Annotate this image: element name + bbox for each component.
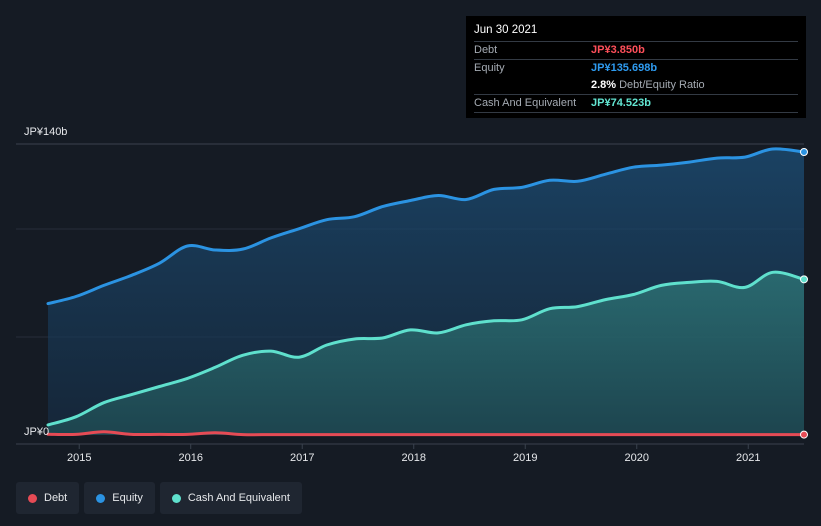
x-tick-label-2017: 2017 xyxy=(290,452,314,464)
legend-item-debt[interactable]: Debt xyxy=(16,482,80,514)
legend-label-equity: Equity xyxy=(112,492,143,504)
x-tick-label-2018: 2018 xyxy=(401,452,425,464)
y-axis-top-label: JP¥140b xyxy=(24,126,67,138)
data-tooltip: Jun 30 2021 Debt JP¥3.850b Equity JP¥135… xyxy=(466,16,806,118)
equity-dot-icon xyxy=(96,493,106,503)
tooltip-debt-label: Debt xyxy=(474,44,498,56)
x-tick-label-2020: 2020 xyxy=(625,452,649,464)
equity-line xyxy=(46,147,806,306)
legend-label-debt: Debt xyxy=(44,492,68,504)
debt-dot-icon xyxy=(28,493,37,503)
debt-line xyxy=(46,430,806,437)
tooltip-debt-value: JP¥3.850b xyxy=(591,44,645,56)
chart-legend: Debt Equity Cash And Equivalent xyxy=(16,482,302,514)
line-layer xyxy=(46,147,806,437)
cash-end-dot xyxy=(800,275,808,284)
cash-dot-icon xyxy=(171,493,181,503)
tooltip-row-ratio: 2.8% Debt/Equity Ratio xyxy=(474,77,798,95)
tooltip-row-cash: Cash And Equivalent JP¥74.523b xyxy=(474,95,798,113)
tooltip-cash-label: Cash And Equivalent xyxy=(474,97,577,109)
cash-area xyxy=(48,272,804,435)
end-dots xyxy=(800,148,808,439)
x-tick-label-2016: 2016 xyxy=(178,452,202,464)
equity-end-dot xyxy=(800,148,808,156)
tooltip-ratio-value: 2.8% xyxy=(591,79,617,91)
tooltip-equity-value: JP¥135.698b xyxy=(591,62,658,74)
tooltip-cash-value: JP¥74.523b xyxy=(591,97,651,109)
tooltip-date: Jun 30 2021 xyxy=(474,22,798,42)
tooltip-row-equity: Equity JP¥135.698b xyxy=(474,60,798,77)
x-tick-label-2015: 2015 xyxy=(67,452,91,464)
tooltip-row-debt: Debt JP¥3.850b xyxy=(474,42,798,60)
legend-label-cash: Cash And Equivalent xyxy=(187,492,290,504)
legend-item-equity[interactable]: Equity xyxy=(84,482,155,514)
debt-end-dot xyxy=(800,430,808,439)
x-tick-label-2019: 2019 xyxy=(513,452,537,464)
x-axis-ticks: 2015 2016 2017 2018 2019 2020 2021 xyxy=(67,444,760,464)
tooltip-equity-label: Equity xyxy=(474,62,505,74)
x-tick-label-2021: 2021 xyxy=(736,452,760,464)
area-layer xyxy=(48,148,804,435)
cash-line xyxy=(46,270,806,427)
legend-item-cash[interactable]: Cash And Equivalent xyxy=(159,482,302,514)
tooltip-ratio-label: Debt/Equity Ratio xyxy=(619,79,705,91)
y-axis-bottom-label: JP¥0 xyxy=(24,426,49,438)
